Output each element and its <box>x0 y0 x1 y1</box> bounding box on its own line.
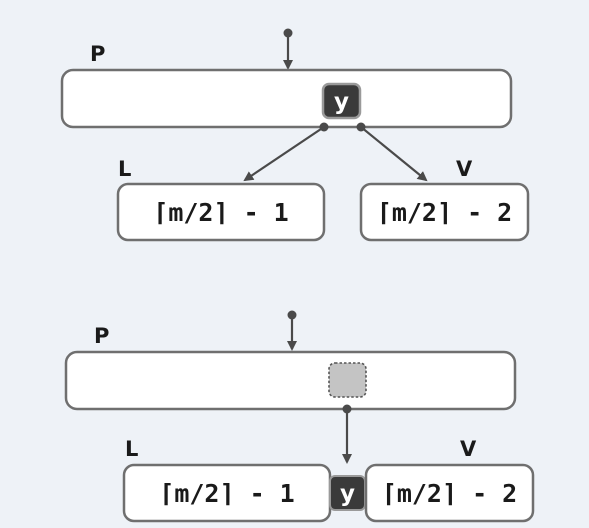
bottom-parent-label: P <box>94 324 109 348</box>
bottom-empty-key-slot <box>328 362 367 398</box>
top-right-child-label: V <box>456 157 473 181</box>
bottom-left-child-label: L <box>125 437 138 461</box>
top-left-child-node <box>116 182 326 242</box>
bottom-parent-node <box>64 350 517 411</box>
bottom-parent-pointer <box>287 310 297 351</box>
top-right-child-pointer <box>356 122 428 182</box>
top-key-y: y <box>321 82 362 120</box>
top-parent-pointer <box>283 28 293 70</box>
top-left-child-value: ⌈m/2⌉ - 1 <box>153 198 288 227</box>
top-right-child-node <box>359 182 530 242</box>
bottom-right-child-value: ⌈m/2⌉ - 2 <box>382 479 517 508</box>
top-left-child-label: L <box>118 157 131 181</box>
bottom-right-child-node <box>364 463 535 523</box>
bottom-merged-child-pointer <box>342 404 352 464</box>
bottom-key-label: y <box>340 481 355 507</box>
top-key-label: y <box>334 89 349 115</box>
top-parent-node <box>60 68 513 129</box>
bottom-key-y: y <box>329 475 366 511</box>
top-diagram: P y L V ⌈m/2⌉ - 1 ⌈m/2⌉ - 2 <box>60 28 530 242</box>
bottom-diagram: P L V ⌈m/2⌉ - 1 y ⌈m/2⌉ - 2 <box>64 310 535 523</box>
top-right-child-value: ⌈m/2⌉ - 2 <box>377 198 512 227</box>
top-left-child-pointer <box>243 122 329 182</box>
top-parent-label: P <box>90 42 105 66</box>
bottom-right-child-label: V <box>460 437 477 461</box>
bottom-left-child-value: ⌈m/2⌉ - 1 <box>159 479 294 508</box>
